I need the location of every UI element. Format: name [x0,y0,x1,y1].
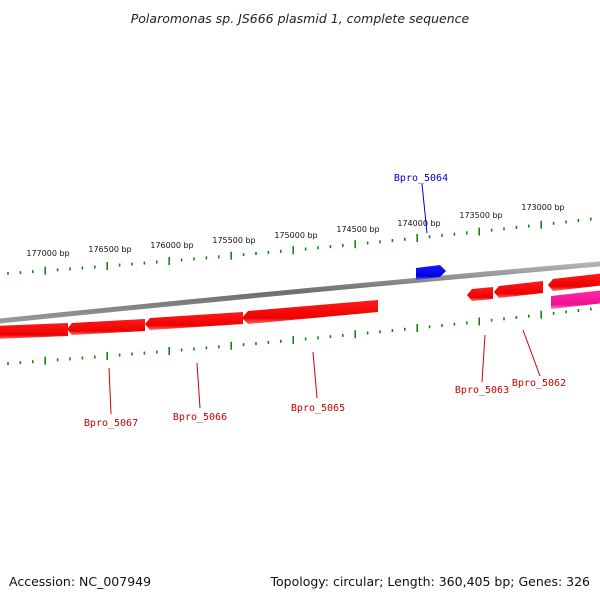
rna-gene-arrow[interactable] [551,290,600,309]
topology-summary: Topology: circular; Length: 360,405 bp; … [270,574,591,589]
leader-bpro-5064 [421,183,428,234]
gene-arrow-bpro-5064[interactable] [416,265,446,280]
tick-labels: 177000 bp 176500 bp 176000 bp 175500 bp … [26,203,564,258]
gene-label[interactable]: Bpro_5066 [173,412,227,423]
tick-label: 176500 bp [88,245,131,254]
gene-arrow-next[interactable] [548,273,600,291]
lower-tick-scale [7,307,592,365]
gene-arrow-bpro-5067[interactable] [0,323,68,339]
gene-label[interactable]: Bpro_5062 [512,378,566,389]
map-title: Polaromonas sp. JS666 plasmid 1, complet… [131,11,470,26]
reverse-strand-genes [0,273,600,339]
gene-label[interactable]: Bpro_5063 [455,385,509,396]
gene-label[interactable]: Bpro_5065 [291,403,345,414]
tick-label: 174500 bp [336,225,379,234]
gene-arrow-bpro-5062[interactable] [494,281,543,298]
leader-bpro-5067 [108,367,112,415]
tick-label: 175500 bp [212,236,255,245]
leader-bpro-5066 [196,362,201,409]
gene-label[interactable]: Bpro_5067 [84,418,138,429]
gene-arrow-bpro-5063[interactable] [467,287,493,301]
tick-label: 173500 bp [459,211,502,220]
tick-label: 175000 bp [274,231,317,240]
plasmid-backbone [0,261,600,324]
gene-labels: Bpro_5064 Bpro_5063 Bpro_5062 Bpro_5065 … [84,173,566,429]
leader-bpro-5062 [522,329,541,377]
gene-arrow-bpro-5066b[interactable] [145,312,243,330]
accession-text: Accession: NC_007949 [9,574,151,589]
label-leaders [108,183,541,415]
gene-arrow-bpro-5066[interactable] [67,319,145,335]
leader-bpro-5065 [312,351,318,399]
tick-label: 177000 bp [26,249,69,258]
upper-tick-scale [7,217,592,275]
tick-label: 174000 bp [397,219,440,228]
tick-label: 176000 bp [150,241,193,250]
gene-label[interactable]: Bpro_5064 [394,173,448,184]
gene-arrow-bpro-5065[interactable] [242,300,378,324]
tick-label: 173000 bp [521,203,564,212]
leader-bpro-5063 [481,334,486,383]
